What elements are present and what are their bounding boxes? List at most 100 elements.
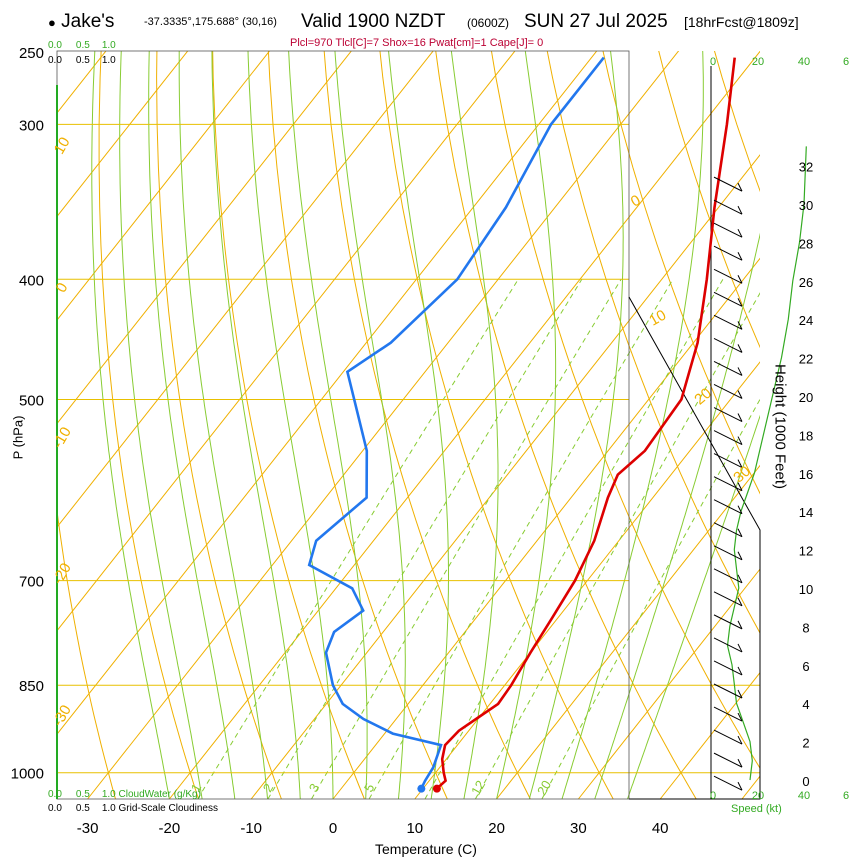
moist-adiabat (91, 51, 170, 800)
wind-barb-flag (737, 689, 743, 699)
dry-adiabat (546, 51, 760, 634)
speed-tick-bottom: 20 (752, 790, 764, 802)
wind-barb-flag (737, 275, 743, 284)
height-tick-label: 30 (799, 198, 813, 213)
speed-tick-top: 40 (798, 56, 810, 68)
isotherm-line (57, 51, 271, 321)
speed-axis-label: Speed (kt) (731, 803, 782, 815)
wind-barb (713, 614, 743, 630)
moist-adiabat (561, 51, 704, 800)
brand-title: ● Jake's (48, 11, 115, 32)
isotherm-line (578, 568, 760, 800)
surface-temperature-dot (432, 784, 441, 793)
temperature-line (436, 57, 736, 790)
y-axis-label: P (hPa) (10, 415, 26, 460)
moist-adiabat (496, 51, 557, 800)
wind-barb (713, 706, 743, 722)
x-tick-label: 20 (488, 820, 505, 837)
isotherm-line (87, 51, 680, 800)
wind-barb (713, 683, 743, 699)
wind-barb (713, 729, 743, 745)
mixing-ratio-label: 3 (306, 781, 323, 795)
speed-tick-top: 0 (710, 56, 716, 68)
height-tick-label: 2 (802, 736, 809, 751)
speed-tick-bottom: 40 (798, 790, 810, 802)
x-tick-label: 0 (329, 820, 337, 837)
moist-adiabat (247, 51, 334, 799)
wind-barb-flag (737, 182, 743, 192)
background-lines (57, 26, 850, 800)
wind-barb-flag (737, 643, 743, 653)
dewpoint-line (307, 56, 605, 790)
mixing-ratio-line (368, 279, 674, 800)
height-tick-label: 14 (799, 505, 813, 520)
wind-barb (713, 660, 743, 676)
wind-barb-flag (737, 551, 743, 560)
moist-adiabat (288, 51, 368, 800)
wind-barb-flag (737, 597, 743, 607)
isotherm-line (741, 775, 760, 800)
bullet-icon: ● (48, 15, 56, 30)
x-tick-label: -10 (240, 820, 262, 837)
dry-adiabat (267, 51, 448, 800)
wind-barb-flag (737, 505, 743, 514)
clipped-lines (57, 26, 850, 800)
wind-barb (713, 337, 743, 353)
location-coords: -37.3335°,175.688° (30,16) (144, 16, 277, 28)
forecast-run: [18hrFcst@1809z] (684, 14, 799, 30)
wind-barb-flag (737, 298, 743, 307)
x-axis-label: Temperature (C) (375, 841, 477, 857)
moist-adiabat (211, 51, 301, 800)
wind-barb (713, 407, 743, 422)
wind-barb (713, 637, 743, 653)
wind-barb (713, 545, 743, 561)
wind-barb-flag (737, 735, 743, 745)
isotherm-label: 10 (646, 307, 669, 330)
wind-barb-flag (737, 781, 743, 791)
wind-barb-flag (737, 758, 743, 768)
wind-barb (713, 775, 743, 791)
mixing-ratio-label: 20 (534, 778, 554, 798)
wind-barb-flag (737, 528, 743, 537)
data-series (307, 56, 807, 793)
wind-barb-flag (737, 367, 743, 376)
hodo-border (628, 296, 761, 800)
wind-barb (713, 453, 743, 469)
dry-adiabat (818, 26, 850, 799)
wind-barb-flag (737, 436, 743, 445)
mixing-ratio-line (311, 279, 622, 800)
wind-barb (713, 522, 743, 538)
p-tick-label: 250 (19, 45, 44, 62)
stability-indices: Plcl=970 Tlcl[C]=7 Shox=16 Pwat[cm]=1 Ca… (290, 37, 544, 49)
wind-barb (713, 291, 743, 307)
height-tick-label: 6 (802, 659, 809, 674)
wind-barb (713, 568, 743, 584)
wind-barb-flag (737, 666, 743, 676)
wind-barb-flag (737, 413, 743, 422)
isotherm-line (57, 51, 516, 632)
moist-adiabat (388, 51, 449, 800)
cloudiness-legend: 0.0 0.5 1.0 Grid-Scale Cloudiness (48, 803, 218, 814)
dry-adiabat (98, 51, 199, 800)
speed-tick-top: 20 (752, 56, 764, 68)
moist-adiabat (627, 414, 760, 800)
moist-adiabat (119, 51, 203, 800)
moist-adiabat (178, 51, 269, 800)
p-tick-label: 1000 (11, 766, 44, 783)
wind-barb (713, 476, 743, 492)
wind-barb (713, 314, 743, 330)
cloudiness-scale-top: 0.0 0.5 1.0 (48, 55, 116, 66)
isotherm-label: -10 (49, 424, 75, 451)
isotherm-line (332, 257, 760, 800)
isotherm-label: -30 (49, 702, 75, 729)
height-tick-label: 0 (802, 774, 809, 789)
wind-barb-flag (737, 228, 743, 238)
wind-barb-flag (737, 205, 743, 215)
wind-barb-flag (737, 574, 743, 584)
isotherm-line (57, 51, 434, 528)
isotherm-line (250, 154, 760, 800)
moist-adiabat (594, 232, 760, 800)
dry-adiabat (435, 51, 697, 800)
wind-barb (713, 268, 743, 284)
wind-barb (713, 360, 743, 376)
